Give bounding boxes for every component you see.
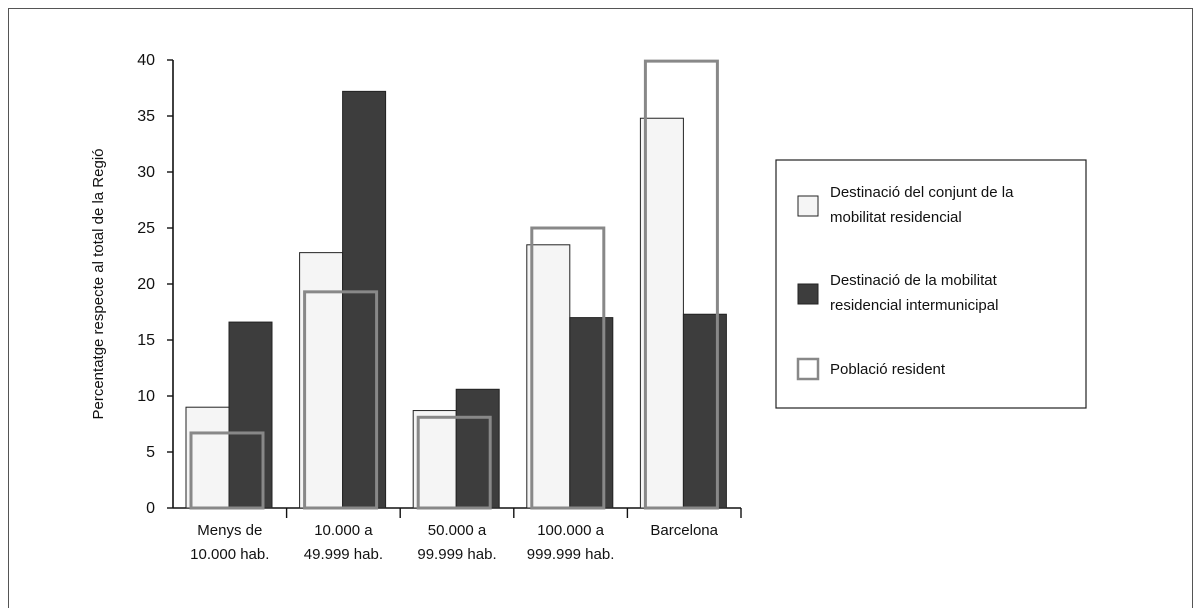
legend-label: Destinació de la mobilitat	[830, 272, 998, 289]
bar-series-3	[416, 415, 492, 510]
legend-label: Destinació del conjunt de la	[830, 184, 1014, 201]
y-tick-label: 15	[137, 332, 155, 349]
legend-swatch	[796, 357, 820, 381]
bar-series-3	[303, 290, 379, 510]
y-tick-label: 5	[146, 444, 155, 461]
x-tick-label: 10.000 a	[314, 522, 373, 539]
y-tick-label: 35	[137, 108, 155, 125]
bar-series-2	[228, 321, 273, 509]
x-tick-label: 999.999 hab.	[527, 546, 615, 563]
x-tick-label: Barcelona	[650, 522, 718, 539]
legend-label: residencial intermunicipal	[830, 297, 998, 314]
x-tick-label: 99.999 hab.	[417, 546, 496, 563]
legend-label: Població resident	[830, 361, 946, 378]
bar-chart: 0 5 10 15 20 25 30 35 40 Percentatge respecte al …	[90, 52, 1087, 563]
legend-box	[775, 159, 1087, 409]
y-tick-label: 10	[137, 388, 155, 405]
bar-series-3	[643, 59, 719, 510]
bar-series-3	[530, 226, 606, 510]
y-tick-label: 40	[137, 52, 155, 69]
bar-series-1	[185, 406, 230, 509]
bar-series-2	[342, 90, 387, 509]
y-tick-label: 0	[146, 500, 155, 517]
legend-swatch	[797, 195, 819, 217]
bar-series-2	[569, 317, 614, 509]
x-tick-label: 50.000 a	[428, 522, 487, 539]
bar-series-1	[639, 117, 684, 509]
bar-series-2	[682, 313, 727, 509]
bar-series-2	[455, 388, 500, 509]
x-tick-label: 49.999 hab.	[304, 546, 383, 563]
y-axis-title: Percentatge respecte al total de la Regi…	[90, 148, 107, 419]
bar-series-1	[299, 252, 344, 509]
chart-frame	[8, 8, 1193, 608]
x-tick-label: Menys de	[197, 522, 262, 539]
y-tick-label: 20	[137, 276, 155, 293]
y-tick-label: 25	[137, 220, 155, 237]
x-tick-label: 100.000 a	[537, 522, 604, 539]
legend-label: mobilitat residencial	[830, 209, 962, 226]
bar-series-1	[526, 244, 571, 509]
bar-series-1	[412, 410, 457, 509]
x-tick-label: 10.000 hab.	[190, 546, 269, 563]
legend-swatch	[797, 283, 819, 305]
y-tick-label: 30	[137, 164, 155, 181]
bar-series-3	[189, 431, 265, 510]
